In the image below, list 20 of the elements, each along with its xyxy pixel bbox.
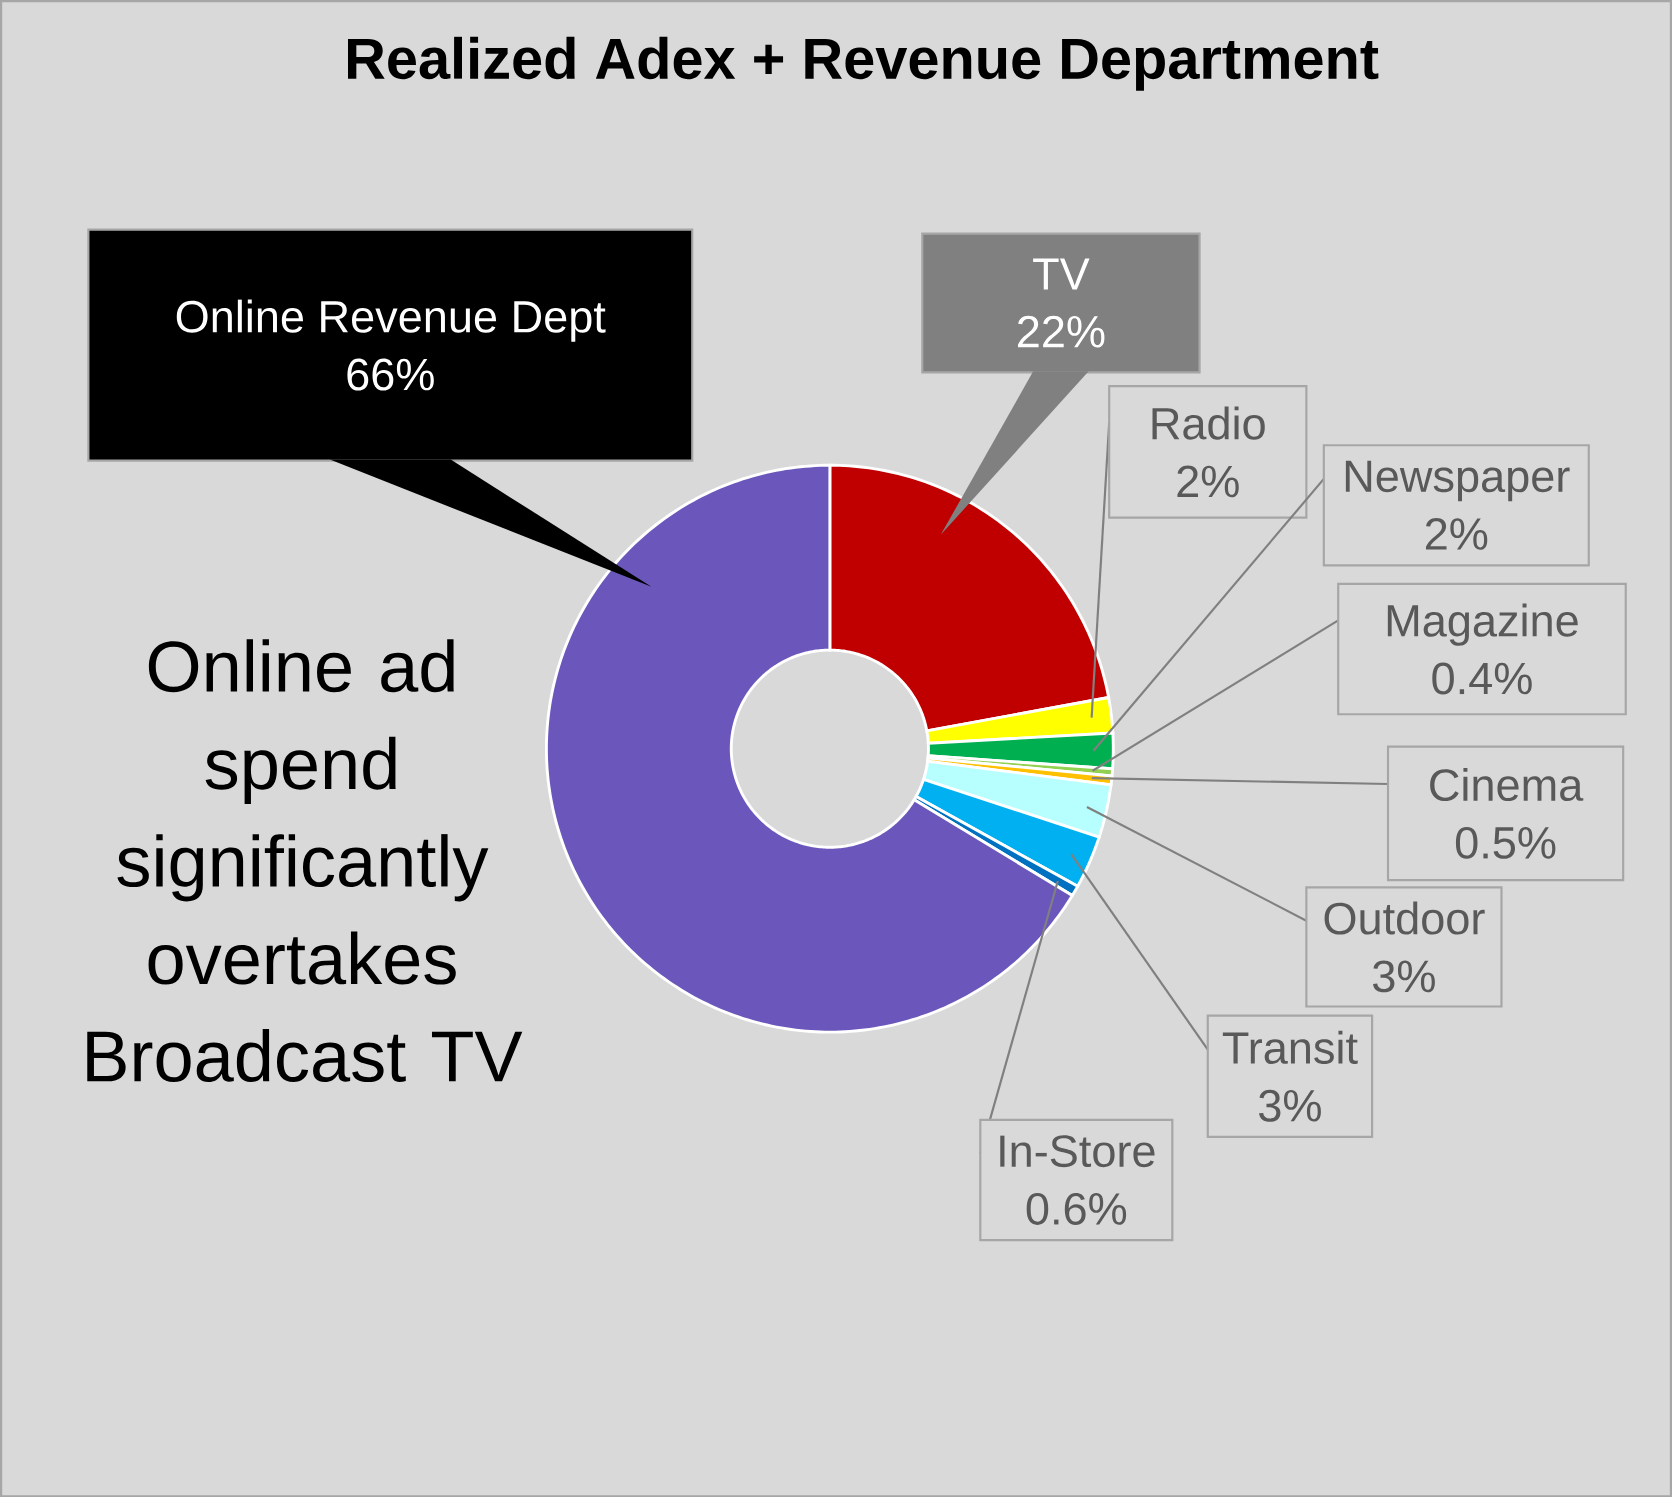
slice-label: TV bbox=[1033, 258, 1090, 290]
data-label: 3% bbox=[1373, 960, 1435, 993]
data-label: 0.5% bbox=[1455, 826, 1556, 859]
data-label: 0.4% bbox=[1432, 662, 1532, 695]
data-label: 0.6% bbox=[1026, 1192, 1127, 1225]
slice-label: Transit bbox=[1222, 1030, 1358, 1064]
data-label: 66% bbox=[347, 358, 434, 391]
data-label: 22% bbox=[1018, 315, 1105, 348]
data-label: 2% bbox=[1425, 517, 1488, 550]
text: Online ad spend significantly overtakes Broadcast TV bbox=[87, 639, 523, 1082]
slice-label: In-Store bbox=[1000, 1135, 1155, 1167]
data-label: 2% bbox=[1177, 465, 1239, 498]
chart-title: Realized Adex + Revenue Department bbox=[348, 36, 1379, 91]
slice-label: Outdoor bbox=[1324, 901, 1485, 935]
slice-label: Radio bbox=[1152, 406, 1265, 440]
slice-label: Online Revenue Dept bbox=[176, 299, 606, 342]
data-label: 3% bbox=[1259, 1089, 1321, 1122]
slice-label: Cinema bbox=[1430, 767, 1584, 801]
slice-label: Newspaper bbox=[1345, 460, 1570, 501]
slice-label: Magazine bbox=[1387, 603, 1578, 646]
